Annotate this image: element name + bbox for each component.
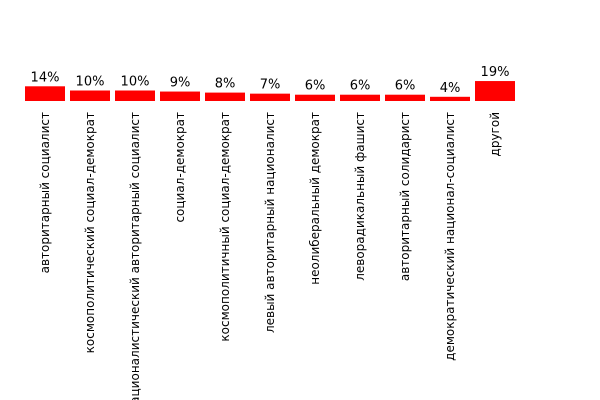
bar-2 bbox=[70, 90, 110, 101]
bar-10 bbox=[430, 96, 470, 101]
bar-value-label-8: 6% bbox=[350, 79, 371, 94]
bar-value-label-4: 9% bbox=[170, 76, 191, 91]
value-labels-group: 14% 10% 10% 9% 8% 7% 6% 6% 6% 4% 19% bbox=[31, 65, 510, 96]
category-labels-group: авторитарный социалист космополитический … bbox=[38, 112, 502, 400]
category-label-6: левый авторитарный националист bbox=[263, 112, 277, 333]
category-label-5: космополитичный социал-демократ bbox=[218, 112, 232, 342]
bar-value-label-9: 6% bbox=[395, 79, 416, 94]
bar-3 bbox=[115, 90, 155, 101]
category-label-1: авторитарный социалист bbox=[38, 112, 52, 273]
category-label-2: космополитический социал-демократ bbox=[83, 112, 97, 353]
bar-11 bbox=[475, 81, 515, 101]
category-label-9: авторитарный солидарист bbox=[398, 112, 412, 281]
bar-value-label-11: 19% bbox=[481, 65, 510, 80]
bars-group bbox=[25, 81, 515, 101]
category-label-10: демократический национал-социалист bbox=[443, 112, 457, 361]
bar-4 bbox=[160, 91, 200, 101]
bar-6 bbox=[250, 93, 290, 101]
bar-8 bbox=[340, 94, 380, 101]
bar-1 bbox=[25, 86, 65, 101]
bar-value-label-10: 4% bbox=[440, 81, 461, 96]
bar-5 bbox=[205, 92, 245, 101]
bar-value-label-1: 14% bbox=[31, 70, 60, 85]
bar-7 bbox=[295, 94, 335, 101]
bar-value-label-5: 8% bbox=[215, 77, 236, 92]
category-label-4: социал-демократ bbox=[173, 112, 187, 223]
bar-9 bbox=[385, 94, 425, 101]
category-label-11: другой bbox=[488, 112, 502, 156]
category-label-8: леворадикальный фашист bbox=[353, 112, 367, 281]
bar-value-label-2: 10% bbox=[76, 75, 105, 90]
category-label-7: неолиберальный демократ bbox=[308, 112, 322, 285]
bar-value-label-6: 7% bbox=[260, 78, 281, 93]
bar-value-label-3: 10% bbox=[121, 75, 150, 90]
bar-value-label-7: 6% bbox=[305, 79, 326, 94]
category-label-3: националистический авторитарный социалис… bbox=[128, 112, 142, 400]
